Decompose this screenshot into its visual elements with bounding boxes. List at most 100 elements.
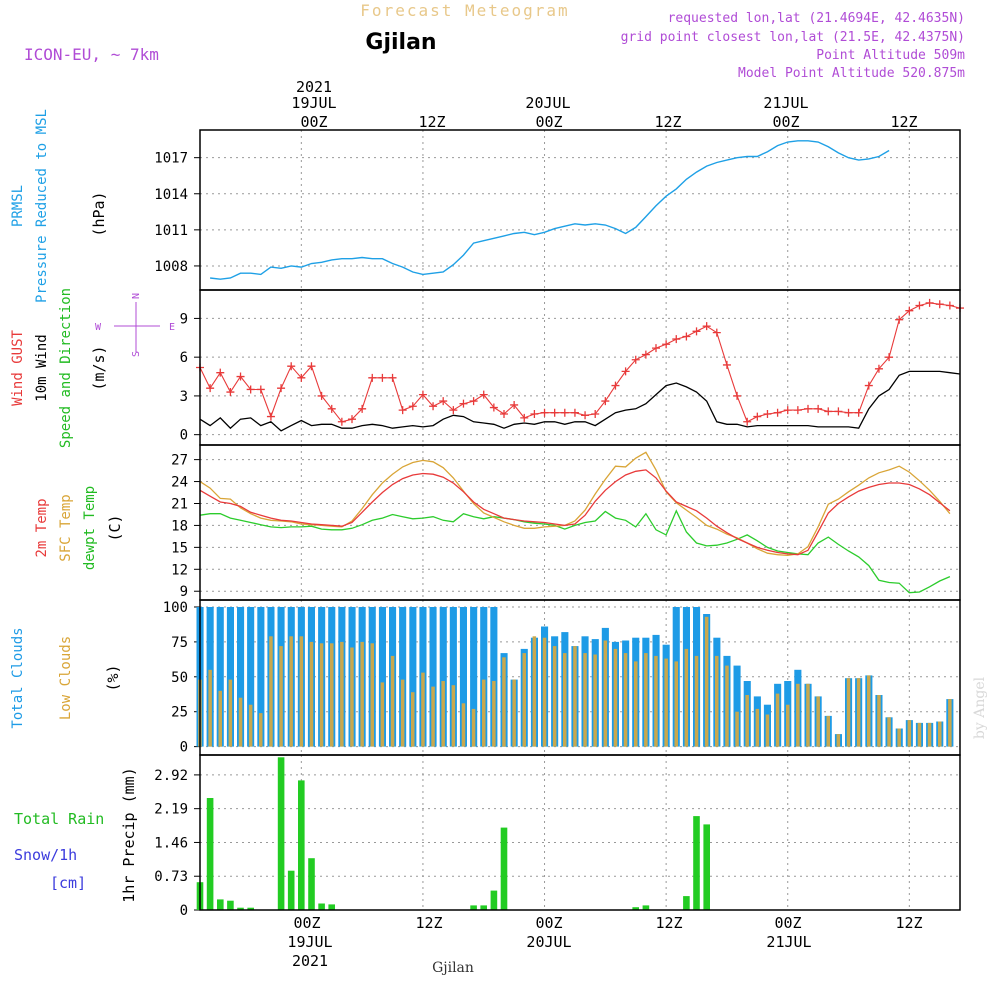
- rain-bar: [642, 905, 650, 910]
- low-cloud-bar: [482, 679, 486, 747]
- gust-marker: [682, 332, 691, 341]
- top-date-19jul: 19JUL: [291, 94, 336, 112]
- low-cloud-bar: [400, 679, 405, 747]
- low-cloud-bar: [522, 653, 526, 747]
- label-prmsl: PRMSL: [10, 185, 26, 227]
- gust-marker: [631, 355, 640, 364]
- precip-legend: Total Rain Snow/1h [cm]: [14, 810, 104, 892]
- rain-bar: [500, 827, 508, 910]
- label-pressure: Pressure Reduced to MSL: [34, 109, 50, 303]
- total-cloud-bar: [470, 607, 478, 747]
- label-total-clouds: Total Clouds: [10, 627, 26, 728]
- rain-bar: [227, 900, 234, 910]
- low-cloud-bar: [623, 653, 628, 747]
- low-cloud-bar: [259, 713, 263, 747]
- gust-marker: [793, 406, 802, 415]
- panel-frame: [199, 444, 961, 601]
- gust-marker: [773, 408, 782, 417]
- panels: 1008 1011 1014 1017 0 3 6 9 9 12 15 18 21 24 27 0 25 50 75…: [154, 129, 964, 919]
- low-cloud-bar: [938, 721, 942, 747]
- gust-marker: [662, 340, 671, 349]
- gust-marker: [550, 408, 559, 417]
- rain-bar: [308, 858, 315, 910]
- gust-marker: [327, 404, 336, 413]
- gust-marker: [388, 373, 397, 382]
- gust-marker: [570, 408, 579, 417]
- bottom-tick-label: 00Z: [293, 914, 320, 932]
- low-cloud-bar: [573, 646, 577, 747]
- low-cloud-bar: [603, 640, 608, 747]
- low-cloud-bar: [309, 641, 314, 747]
- gust-marker: [753, 412, 762, 421]
- y-tick-label: 1008: [154, 259, 188, 275]
- low-cloud-bar: [593, 654, 597, 747]
- wind-compass: N S W E: [95, 293, 175, 357]
- gust-marker: [804, 404, 812, 413]
- low-cloud-bar: [583, 653, 587, 747]
- gust-marker: [641, 350, 650, 359]
- label-gust: Wind GUST: [10, 330, 26, 406]
- top-date-21jul: 21JUL: [763, 94, 808, 112]
- low-cloud-bar: [552, 646, 557, 747]
- label-total-rain: Total Rain: [14, 810, 104, 828]
- low-cloud-bar: [948, 699, 952, 747]
- low-cloud-bar: [228, 679, 233, 747]
- rain-bar: [318, 903, 325, 910]
- label-snow: Snow/1h: [14, 846, 77, 864]
- compass-north: N: [131, 293, 142, 299]
- label-sfc-temp: SFC Temp: [58, 494, 74, 561]
- gust-marker: [479, 390, 488, 399]
- gust-marker: [895, 315, 904, 324]
- bottom-tick-label: 00Z: [774, 914, 801, 932]
- low-cloud-bar: [289, 636, 293, 747]
- low-cloud-bar: [765, 714, 770, 747]
- gust-marker: [337, 417, 346, 426]
- y-tick-label: 100: [163, 600, 188, 616]
- low-cloud-bar: [907, 720, 912, 747]
- compass-south: S: [131, 351, 142, 357]
- y-tick-label: 24: [171, 475, 188, 491]
- low-cloud-bar: [512, 679, 516, 747]
- bottom-date-19jul: 19JUL: [287, 933, 332, 951]
- low-cloud-bar: [674, 661, 678, 747]
- rain-bar: [490, 890, 498, 910]
- total-cloud-bar: [257, 607, 265, 747]
- low-cloud-bar: [806, 683, 810, 747]
- gust-marker: [368, 373, 377, 382]
- label-ms: (m/s): [90, 345, 108, 390]
- gust-marker: [652, 344, 660, 353]
- total-cloud-bar: [409, 607, 417, 747]
- low-cloud-bar: [441, 681, 445, 747]
- rain-bar: [247, 907, 254, 910]
- pressure-line: [210, 140, 890, 280]
- low-cloud-bar: [330, 643, 334, 747]
- y-tick-label: 2.19: [154, 802, 188, 818]
- gust-marker: [246, 385, 255, 394]
- top-year: 2021: [296, 78, 332, 96]
- gust-marker: [348, 415, 356, 424]
- total-cloud-bar: [399, 607, 407, 747]
- label-cm: [cm]: [50, 874, 86, 892]
- y-tick-label: 50: [171, 670, 188, 686]
- low-cloud-bar: [380, 682, 385, 747]
- low-cloud-bar: [542, 637, 547, 747]
- y-tick-label: 9: [180, 311, 188, 327]
- gust-marker: [358, 404, 367, 413]
- y-tick-label: 0: [180, 903, 188, 919]
- panel-pressure: 1008 1011 1014 1017: [154, 130, 960, 290]
- gust-marker: [469, 397, 478, 406]
- rain-bar: [328, 904, 335, 910]
- dewpt-line: [199, 509, 951, 594]
- label-celsius: (C): [106, 514, 124, 541]
- low-cloud-bar: [917, 722, 922, 747]
- total-cloud-bar: [216, 607, 224, 747]
- low-cloud-bar: [694, 655, 699, 747]
- gust-marker: [692, 327, 701, 336]
- low-cloud-bar: [492, 681, 496, 747]
- bottom-year: 2021: [292, 952, 328, 970]
- label-speed-dir: Speed and Direction: [58, 288, 74, 448]
- gust-marker: [530, 410, 539, 418]
- low-cloud-bar: [715, 655, 719, 747]
- total-cloud-bar: [480, 607, 488, 747]
